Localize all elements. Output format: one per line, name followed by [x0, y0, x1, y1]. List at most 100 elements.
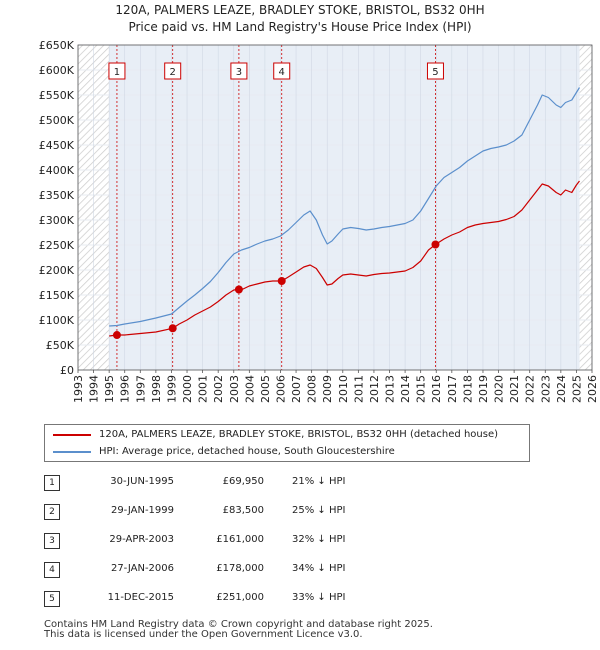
y-tick-label: £550K: [39, 89, 75, 102]
sale-price: £251,000: [216, 592, 264, 603]
sale-price: £178,000: [216, 563, 264, 574]
sale-number-badge: 1: [44, 475, 60, 491]
sale-row-2: 2 29-JAN-1999 £83,500 25% ↓ HPI: [44, 500, 464, 529]
x-tick-label: 2006: [274, 375, 287, 403]
x-tick-label: 2000: [181, 375, 194, 403]
sale-hpi-diff: 34% ↓ HPI: [292, 563, 346, 574]
x-tick-label: 2023: [539, 375, 552, 403]
sale-point-3: [234, 285, 243, 294]
y-tick-label: £100K: [39, 314, 75, 327]
y-tick-label: £150K: [39, 289, 75, 302]
legend-label-property: 120A, PALMERS LEAZE, BRADLEY STOKE, BRIS…: [99, 429, 498, 440]
hatched-region-right: [579, 45, 592, 370]
x-tick-label: 1993: [72, 375, 85, 403]
sale-price: £83,500: [222, 505, 264, 516]
x-tick-label: 1998: [150, 375, 163, 403]
sale-label-box-5: [426, 62, 444, 80]
sale-date: 27-JAN-2006: [110, 563, 174, 574]
x-tick-label: 1999: [165, 375, 178, 403]
y-tick-label: £450K: [39, 139, 75, 152]
x-tick-label: 2009: [321, 375, 334, 403]
x-tick-label: 2017: [446, 375, 459, 403]
x-tick-label: 2004: [243, 375, 256, 403]
sale-date: 29-APR-2003: [109, 534, 174, 545]
chart-title: 120A, PALMERS LEAZE, BRADLEY STOKE, BRIS…: [115, 3, 485, 17]
x-tick-label: 2002: [212, 375, 225, 403]
x-tick-label: 2020: [493, 375, 506, 403]
x-tick-label: 2013: [384, 375, 397, 403]
x-tick-label: 2010: [337, 375, 350, 403]
x-tick-label: 2015: [415, 375, 428, 403]
sale-point-5: [431, 240, 440, 249]
x-tick-label: 2026: [586, 375, 599, 403]
x-tick-label: 1995: [103, 375, 116, 403]
x-tick-label: 2005: [259, 375, 272, 403]
sale-date: 29-JAN-1999: [110, 505, 174, 516]
x-tick-label: 2025: [570, 375, 583, 403]
legend-swatch-property: [53, 434, 91, 436]
plot-frame: [77, 44, 593, 371]
y-tick-label: £200K: [39, 264, 75, 277]
sale-point-4: [277, 277, 286, 285]
sale-number-badge: 4: [44, 562, 60, 578]
footer-copyright: Contains HM Land Registry data © Crown c…: [44, 619, 433, 630]
x-tick-label: 2012: [368, 375, 381, 403]
sale-label-4: 4: [279, 67, 285, 78]
sale-label-5: 5: [432, 67, 438, 78]
sale-number-badge: 3: [44, 533, 60, 549]
x-tick-label: 2014: [399, 375, 412, 403]
sale-label-box-4: [273, 62, 291, 80]
x-tick-label: 2007: [290, 375, 303, 403]
y-tick-label: £650K: [39, 39, 75, 52]
sale-label-1: 1: [114, 67, 120, 78]
sale-label-box-2: [164, 62, 182, 80]
sales-table: 1 30-JUN-1995 £69,950 21% ↓ HPI 2 29-JAN-1999…: [44, 471, 464, 616]
y-tick-label: £0: [60, 364, 74, 377]
price-chart: 1 2 3 4 5 £0 £50K £100K £150K £200K £250K £300K £35…: [39, 39, 599, 403]
x-tick-label: 2021: [508, 375, 521, 403]
sale-hpi-diff: 25% ↓ HPI: [292, 505, 346, 516]
x-tick-label: 2024: [555, 375, 568, 403]
chart-title-block: 120A, PALMERS LEAZE, BRADLEY STOKE, BRIS…: [0, 2, 600, 36]
y-tick-label: £600K: [39, 64, 75, 77]
y-tick-label: £50K: [46, 339, 75, 352]
x-tick-label: 2008: [306, 375, 319, 403]
property-series-line: [109, 180, 580, 337]
x-tick-label: 2001: [197, 375, 210, 403]
footer: Contains HM Land Registry data © Crown c…: [44, 620, 433, 640]
x-tick-label: 1996: [119, 375, 132, 403]
sale-label-3: 3: [236, 67, 242, 78]
hpi-series-line: [109, 87, 581, 327]
x-tick-label: 2003: [228, 375, 241, 403]
chart-legend: 120A, PALMERS LEAZE, BRADLEY STOKE, BRIS…: [44, 424, 530, 462]
sale-row-5: 5 11-DEC-2015 £251,000 33% ↓ HPI: [44, 587, 464, 616]
sale-date: 30-JUN-1995: [110, 476, 174, 487]
footer-licence: This data is licensed under the Open Gov…: [44, 629, 363, 640]
sale-price: £161,000: [216, 534, 264, 545]
legend-label-hpi: HPI: Average price, detached house, Sout…: [99, 446, 395, 457]
sale-hpi-diff: 32% ↓ HPI: [292, 534, 346, 545]
sale-label-2: 2: [170, 67, 176, 78]
chart-subtitle: Price paid vs. HM Land Registry's House …: [128, 20, 472, 34]
x-tick-label: 2011: [352, 375, 365, 403]
sale-row-1: 1 30-JUN-1995 £69,950 21% ↓ HPI: [44, 471, 464, 500]
y-tick-label: £500K: [39, 114, 75, 127]
sale-label-box-3: [230, 62, 248, 80]
y-tick-label: £350K: [39, 189, 75, 202]
sale-number-badge: 2: [44, 504, 60, 520]
sale-date: 11-DEC-2015: [107, 592, 174, 603]
y-tick-label: £250K: [39, 239, 75, 252]
sale-point-1: [112, 331, 121, 340]
sale-hpi-diff: 21% ↓ HPI: [292, 476, 346, 487]
sale-number-badge: 5: [44, 591, 60, 607]
sale-row-3: 3 29-APR-2003 £161,000 32% ↓ HPI: [44, 529, 464, 558]
x-tick-label: 2016: [430, 375, 443, 403]
y-tick-label: £300K: [39, 214, 75, 227]
legend-swatch-hpi: [53, 451, 91, 453]
sale-hpi-diff: 33% ↓ HPI: [292, 592, 346, 603]
x-tick-label: 1994: [88, 375, 101, 403]
x-tick-label: 1997: [134, 375, 147, 403]
x-tick-label: 2018: [461, 375, 474, 403]
x-tick-label: 2022: [524, 375, 537, 403]
sale-price: £69,950: [222, 476, 264, 487]
